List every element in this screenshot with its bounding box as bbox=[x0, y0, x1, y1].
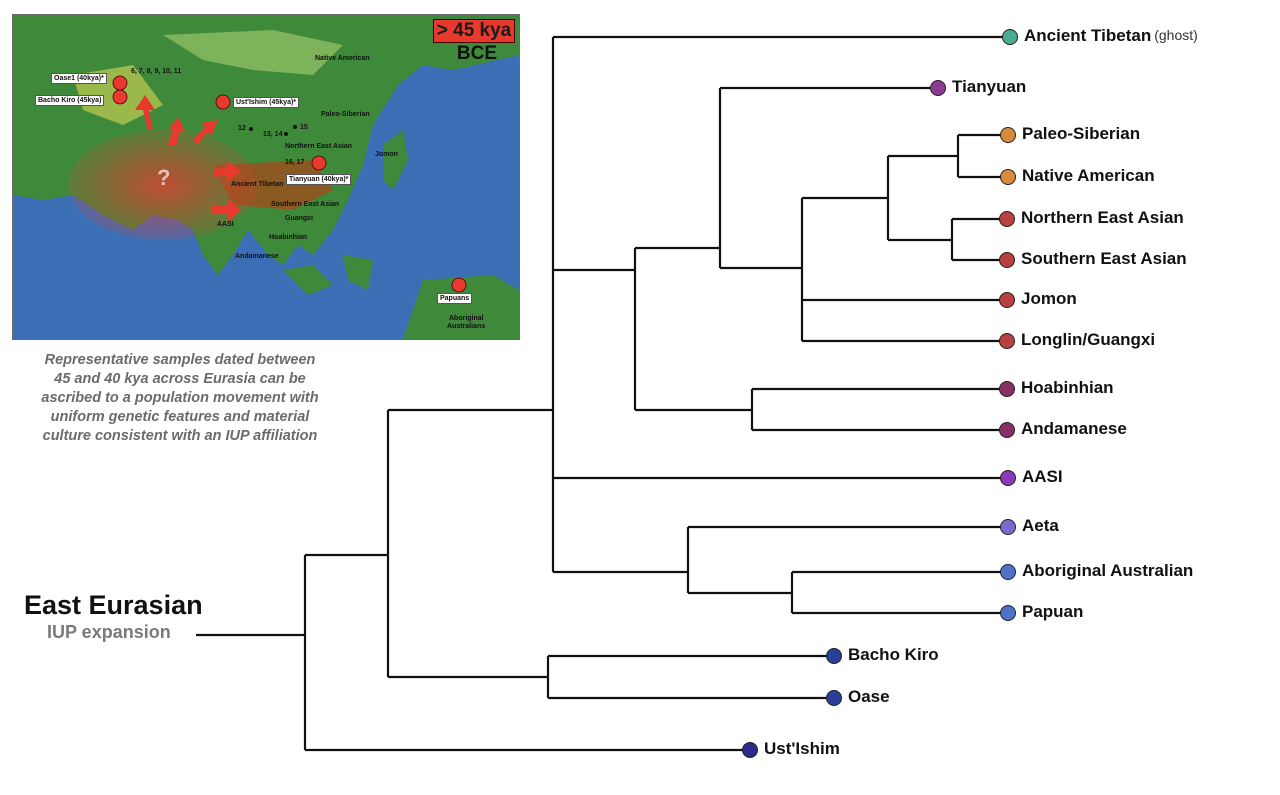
tip-marker-bacho-kiro bbox=[826, 648, 842, 664]
map-inset: > 45 kya BCE 6, 7, 8, 9, 10, 11 Native A… bbox=[12, 14, 520, 340]
tip-marker-aeta bbox=[1000, 519, 1016, 535]
leaf-label-jomon: Jomon bbox=[1021, 289, 1077, 308]
caption-line: Representative samples dated between bbox=[44, 352, 316, 368]
map-label-native-american: Native American bbox=[315, 55, 370, 62]
leaf-label-aboriginal-australian: Aboriginal Australian bbox=[1022, 561, 1194, 580]
tip-marker-ancient-tibetan bbox=[1002, 29, 1018, 45]
map-label-southern-east-asian: Southern East Asian bbox=[271, 201, 340, 208]
leaf-label-bacho-kiro: Bacho Kiro bbox=[848, 645, 939, 664]
map-label-site-15: 15 bbox=[300, 124, 308, 131]
sample-box-papuans: Papuans bbox=[437, 293, 473, 304]
map-label-guangxi: Guangxi bbox=[285, 215, 314, 222]
leaf-label-tianyuan: Tianyuan bbox=[952, 77, 1027, 96]
map-label-aboriginal-line2: Australians bbox=[447, 323, 486, 330]
root-title: East Eurasian bbox=[24, 590, 203, 620]
leaf-label-aeta: Aeta bbox=[1022, 516, 1059, 535]
leaf-label-southern-east-asian: Southern East Asian bbox=[1021, 249, 1187, 268]
tree-branches bbox=[196, 35, 1010, 752]
map-label-hoabinhian: Hoabinhian bbox=[269, 234, 308, 241]
caption-line: 45 and 40 kya across Eurasia can be bbox=[54, 371, 306, 387]
map-label-site-16-17: 16, 17 bbox=[285, 159, 305, 166]
map-label-site-12: 12 bbox=[238, 125, 246, 132]
tip-marker-longlin-guangxi bbox=[999, 333, 1015, 349]
leaf-label-aasi: AASI bbox=[1022, 467, 1063, 486]
leaf-label-northern-east-asian: Northern East Asian bbox=[1021, 208, 1184, 227]
tip-marker-paleo-siberian bbox=[1000, 127, 1016, 143]
leaf-note-ancient-tibetan: (ghost) bbox=[1154, 27, 1198, 43]
map-label-aboriginal-line1: Aboriginal bbox=[449, 315, 484, 322]
tip-markers bbox=[742, 29, 1018, 758]
tip-marker-northern-east-asian bbox=[999, 211, 1015, 227]
tip-marker-papuan bbox=[1000, 605, 1016, 621]
map-label-site-13-14: 13, 14 bbox=[263, 131, 283, 138]
caption-line: culture consistent with an IUP affiliati… bbox=[42, 428, 318, 444]
leaf-label-native-american: Native American bbox=[1022, 166, 1155, 185]
tip-marker-jomon bbox=[999, 292, 1015, 308]
time-badge: > 45 kya bbox=[433, 19, 515, 43]
map-label-andamanese: Andamanese bbox=[235, 253, 279, 260]
caption-line: uniform genetic features and material bbox=[50, 409, 310, 425]
tip-marker-ust-ishim bbox=[742, 742, 758, 758]
map-label-ancient-tibetan: Ancient Tibetan bbox=[231, 181, 284, 188]
leaf-label-paleo-siberian: Paleo-Siberian bbox=[1022, 124, 1141, 143]
leaf-label-papuan: Papuan bbox=[1022, 602, 1084, 621]
tip-marker-southern-east-asian bbox=[999, 252, 1015, 268]
map-label-northern-east-asian: Northern East Asian bbox=[285, 143, 353, 150]
leaf-label-longlin-guangxi: Longlin/Guangxi bbox=[1021, 330, 1156, 349]
caption-line: ascribed to a population movement with bbox=[41, 390, 319, 406]
sample-box-tianyuan: Tianyuan (40kya)* bbox=[286, 174, 352, 185]
sample-box-bacho-kiro: Bacho Kiro (45kya) bbox=[35, 95, 105, 106]
tip-marker-andamanese bbox=[999, 422, 1015, 438]
map-label-jomon: Jomon bbox=[375, 151, 398, 158]
leaf-label-oase: Oase bbox=[848, 687, 890, 706]
sample-box-ust-ishim: Ust'Ishim (45kya)* bbox=[233, 97, 300, 108]
site-numbers-top: 6, 7, 8, 9, 10, 11 bbox=[131, 68, 182, 75]
root-subtitle: IUP expansion bbox=[47, 622, 171, 642]
map-label-aasi: AASI bbox=[217, 221, 234, 228]
sample-markers bbox=[112, 75, 467, 293]
map-caption: Representative samples dated between 45 … bbox=[20, 351, 340, 446]
leaf-label-ancient-tibetan: Ancient Tibetan bbox=[1024, 26, 1152, 45]
map-question-mark: ? bbox=[157, 165, 171, 190]
sample-box-oase: Oase1 (40kya)* bbox=[51, 73, 107, 84]
leaf-label-andamanese: Andamanese bbox=[1021, 419, 1127, 438]
tip-marker-aasi bbox=[1000, 470, 1016, 486]
era-label: BCE bbox=[456, 43, 497, 64]
leaf-label-ust-ishim: Ust'Ishim bbox=[764, 739, 840, 758]
map-label-paleo-siberian: Paleo-Siberian bbox=[321, 111, 370, 118]
tip-marker-aboriginal-australian bbox=[1000, 564, 1016, 580]
tip-marker-hoabinhian bbox=[999, 381, 1015, 397]
tip-marker-tianyuan bbox=[930, 80, 946, 96]
expansion-arrows bbox=[135, 95, 241, 222]
tip-marker-oase bbox=[826, 690, 842, 706]
map-background bbox=[13, 15, 519, 339]
leaf-label-hoabinhian: Hoabinhian bbox=[1021, 378, 1114, 397]
tip-marker-native-american bbox=[1000, 169, 1016, 185]
